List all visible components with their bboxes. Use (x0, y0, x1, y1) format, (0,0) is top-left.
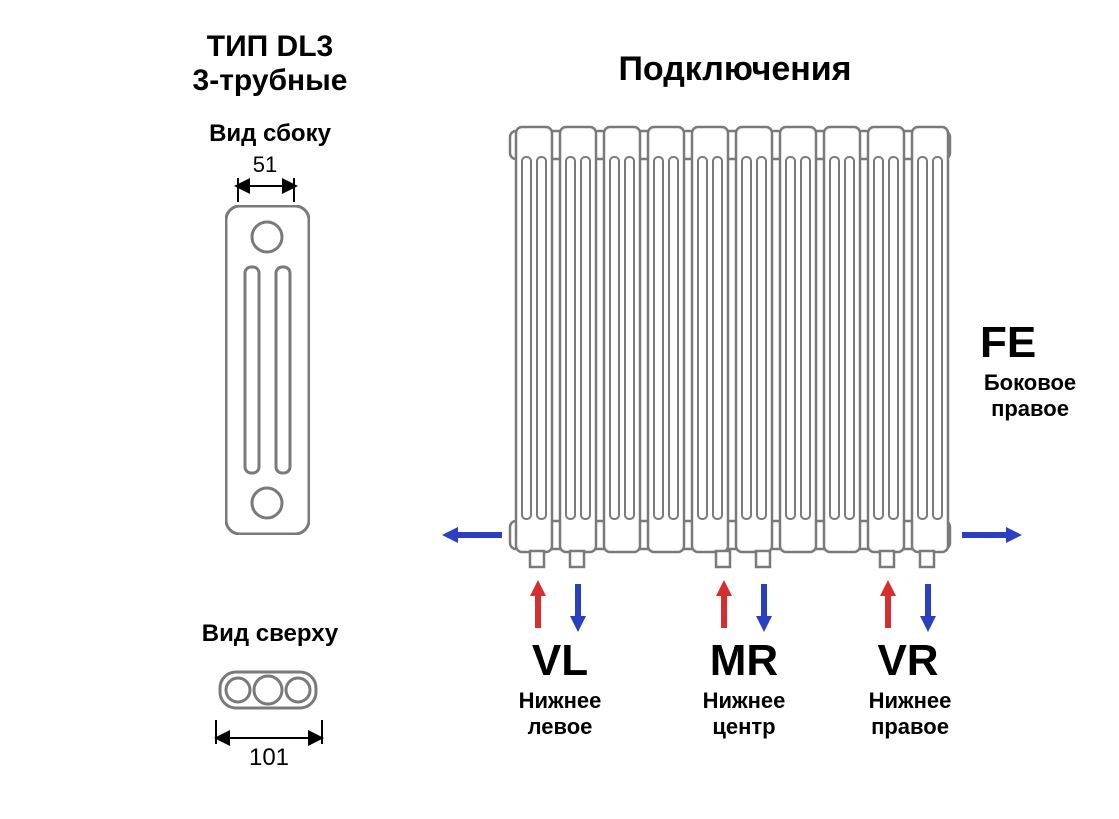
width-dim-arrows (232, 178, 300, 206)
vr-arrows (870, 578, 950, 634)
vl-arrows (520, 578, 600, 634)
side-arrow-right (956, 522, 1024, 548)
vl-line1: Нижнее (500, 688, 620, 714)
mr-arrows (706, 578, 786, 634)
vr-line2: правое (850, 714, 970, 740)
fe-code: FE (980, 318, 1036, 368)
vr-code: VR (862, 636, 954, 686)
mr-line1: Нижнее (684, 688, 804, 714)
fe-line1: Боковое (970, 370, 1090, 396)
side-arrow-left (440, 522, 508, 548)
top-view-label: Вид сверху (140, 620, 400, 648)
vl-line2: левое (500, 714, 620, 740)
vr-line1: Нижнее (850, 688, 970, 714)
fe-line2: правое (970, 396, 1090, 422)
depth-dim-value: 101 (234, 744, 304, 772)
side-view-label: Вид сбоку (140, 120, 400, 148)
vl-code: VL (520, 636, 600, 686)
front-radiator (500, 125, 960, 570)
side-view-radiator (225, 205, 310, 535)
top-view-radiator (218, 662, 318, 718)
width-dim-value: 51 (240, 152, 290, 178)
mr-line2: центр (684, 714, 804, 740)
connections-title: Подключения (560, 50, 910, 89)
left-title-line1: ТИП DL3 (160, 30, 380, 64)
left-title-line2: 3-трубные (160, 64, 380, 98)
mr-code: MR (694, 636, 794, 686)
